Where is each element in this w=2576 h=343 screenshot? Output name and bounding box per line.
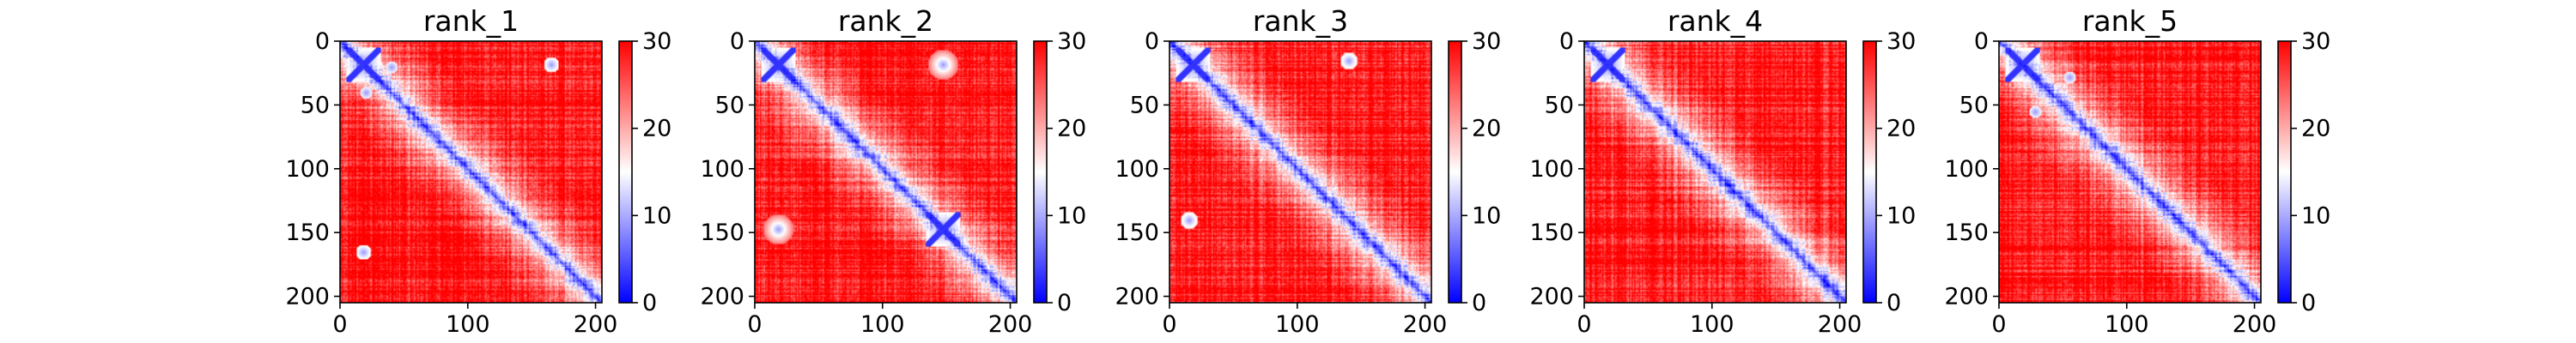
y-tick-label: 50 (715, 92, 744, 118)
x-tick-label: 0 (1991, 311, 2006, 338)
axes-frame (1169, 40, 1432, 304)
colorbar-tick-label: 20 (1472, 116, 1501, 142)
colorbar-tick-label: 20 (2301, 116, 2330, 142)
colorbar-frame (1033, 40, 1048, 304)
y-tick-label: 0 (730, 28, 744, 55)
x-tick-label: 100 (1690, 311, 1735, 338)
x-tick-label: 200 (574, 311, 618, 338)
axes-frame (339, 40, 603, 304)
heatmap-image (1999, 41, 2261, 303)
y-tick-label: 0 (1145, 28, 1159, 55)
heatmap-image (1584, 41, 1846, 303)
colorbar (1034, 41, 1047, 303)
heatmap-image (755, 41, 1017, 303)
axes-frame (1583, 40, 1847, 304)
colorbar-tick-label: 30 (1886, 28, 1916, 55)
panel-title: rank_3 (1253, 4, 1348, 38)
colorbar-tick-label: 10 (1472, 202, 1501, 229)
y-tick-label: 100 (1529, 156, 1574, 183)
y-tick-label: 100 (1115, 156, 1159, 183)
colorbar-frame (1862, 40, 1877, 304)
y-tick-label: 100 (700, 156, 744, 183)
colorbar-tick-label: 0 (1057, 290, 1072, 316)
panel-title: rank_5 (2082, 4, 2178, 38)
colorbar (1449, 41, 1461, 303)
x-tick-label: 200 (1818, 311, 1862, 338)
colorbar-tick-label: 30 (2301, 28, 2330, 55)
colorbar-tick-label: 0 (642, 290, 657, 316)
colorbar-tick-label: 10 (2301, 202, 2330, 229)
x-tick-label: 100 (2105, 311, 2149, 338)
x-tick-label: 0 (332, 311, 347, 338)
y-tick-label: 50 (1545, 92, 1574, 118)
colorbar-tick-label: 30 (642, 28, 671, 55)
colorbar-tick-label: 10 (1886, 202, 1916, 229)
colorbar-tick-label: 20 (642, 116, 671, 142)
y-tick-label: 150 (285, 220, 330, 246)
axes-frame (754, 40, 1018, 304)
panel-title: rank_1 (423, 4, 519, 38)
colorbar-tick-label: 0 (2301, 290, 2316, 316)
x-tick-label: 0 (1162, 311, 1176, 338)
colorbar-frame (2277, 40, 2292, 304)
heatmap-image (1170, 41, 1431, 303)
colorbar-tick-label: 0 (1472, 290, 1486, 316)
colorbar-tick-label: 20 (1057, 116, 1086, 142)
x-tick-label: 100 (860, 311, 905, 338)
x-tick-label: 100 (1275, 311, 1320, 338)
colorbar-tick-label: 30 (1057, 28, 1086, 55)
colorbar (1863, 41, 1876, 303)
y-tick-label: 200 (1529, 284, 1574, 310)
y-tick-label: 200 (1944, 284, 1989, 310)
y-tick-label: 50 (1959, 92, 1989, 118)
y-tick-label: 150 (700, 220, 744, 246)
colorbar-tick-label: 10 (1057, 202, 1086, 229)
colorbar-frame (618, 40, 633, 304)
y-tick-label: 50 (301, 92, 330, 118)
y-tick-label: 150 (1529, 220, 1574, 246)
colorbar-tick-label: 20 (1886, 116, 1916, 142)
colorbar-tick-label: 30 (1472, 28, 1501, 55)
colorbar-tick-label: 10 (642, 202, 671, 229)
x-tick-label: 200 (988, 311, 1033, 338)
y-tick-label: 200 (700, 284, 744, 310)
panel-title: rank_2 (838, 4, 933, 38)
y-tick-label: 0 (1559, 28, 1574, 55)
x-tick-label: 200 (2233, 311, 2277, 338)
x-tick-label: 0 (1577, 311, 1591, 338)
y-tick-label: 100 (1944, 156, 1989, 183)
axes-frame (1998, 40, 2262, 304)
colorbar (2278, 41, 2291, 303)
y-tick-label: 200 (1115, 284, 1159, 310)
x-tick-label: 0 (747, 311, 762, 338)
y-tick-label: 100 (285, 156, 330, 183)
y-tick-label: 50 (1130, 92, 1159, 118)
panel-title: rank_4 (1668, 4, 1763, 38)
colorbar-frame (1448, 40, 1462, 304)
y-tick-label: 0 (1974, 28, 1989, 55)
x-tick-label: 100 (446, 311, 490, 338)
y-tick-label: 150 (1944, 220, 1989, 246)
colorbar (619, 41, 632, 303)
y-tick-label: 150 (1115, 220, 1159, 246)
colorbar-tick-label: 0 (1886, 290, 1901, 316)
y-tick-label: 0 (315, 28, 330, 55)
x-tick-label: 200 (1403, 311, 1448, 338)
y-tick-label: 200 (285, 284, 330, 310)
heatmap-image (340, 41, 602, 303)
